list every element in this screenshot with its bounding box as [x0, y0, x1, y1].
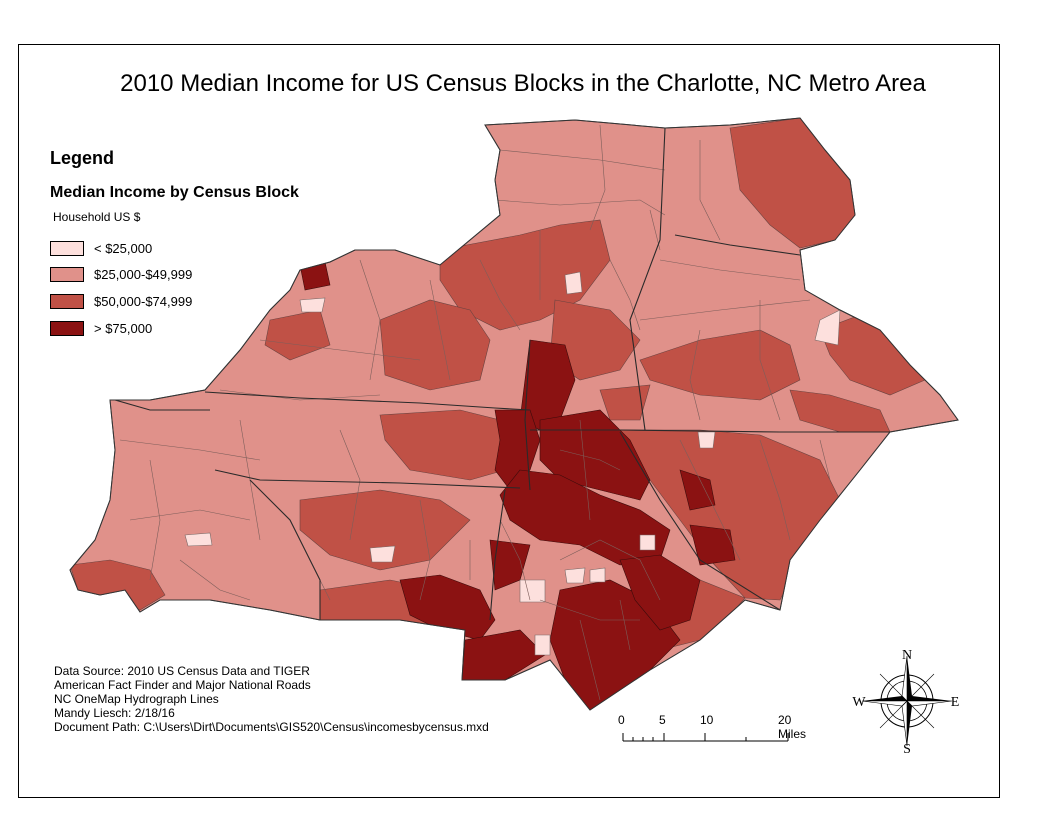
data-source-credits: Data Source: 2010 US Census Data and TIG… [54, 664, 489, 734]
county-regions [69, 117, 959, 711]
scale-label-10: 10 [700, 713, 714, 727]
legend-swatch [50, 266, 84, 282]
map-title: 2010 Median Income for US Census Blocks … [120, 70, 926, 97]
legend-item-50k-75k: $50,000-$74,999 [50, 293, 192, 309]
legend-swatch [50, 240, 84, 256]
legend-unit: Household US $ [53, 210, 141, 224]
legend-label: < $25,000 [94, 240, 153, 256]
scale-label-20: 20 Miles [778, 713, 807, 741]
scale-label-0: 0 [618, 713, 625, 727]
compass-n-label: N [902, 648, 912, 663]
compass-rose-icon: N E S W [852, 648, 960, 756]
county-boundaries [114, 127, 890, 621]
credit-line: Mandy Liesch: 2/18/16 [54, 706, 175, 720]
scale-label-5: 5 [659, 713, 666, 727]
compass-w-label: W [852, 695, 866, 710]
legend-swatch [50, 320, 84, 336]
credit-line: American Fact Finder and Major National … [54, 678, 311, 692]
scale-bar-ticks [622, 733, 789, 742]
credit-line: Data Source: 2010 US Census Data and TIG… [54, 664, 310, 678]
legend-item-over-75k: > $75,000 [50, 320, 152, 336]
income-class-50k-75k [70, 118, 926, 651]
metro-area-outline [69, 117, 959, 711]
income-class-under-25k [184, 271, 841, 656]
credit-line: Document Path: C:\Users\Dirt\Documents\G… [54, 720, 489, 734]
income-class-over-75k [299, 261, 736, 710]
legend-item-25k-50k: $25,000-$49,999 [50, 266, 192, 282]
compass-s-label: S [903, 742, 911, 756]
legend-label: > $75,000 [94, 320, 153, 336]
compass-e-label: E [951, 695, 960, 710]
map-frame [18, 44, 1000, 798]
legend-swatch [50, 293, 84, 309]
legend-label: $25,000-$49,999 [94, 266, 193, 282]
legend-label: $50,000-$74,999 [94, 293, 193, 309]
legend-item-under-25k: < $25,000 [50, 240, 152, 256]
credit-line: NC OneMap Hydrograph Lines [54, 692, 219, 706]
legend-heading: Legend [50, 148, 115, 168]
legend-subtitle: Median Income by Census Block [50, 184, 299, 201]
